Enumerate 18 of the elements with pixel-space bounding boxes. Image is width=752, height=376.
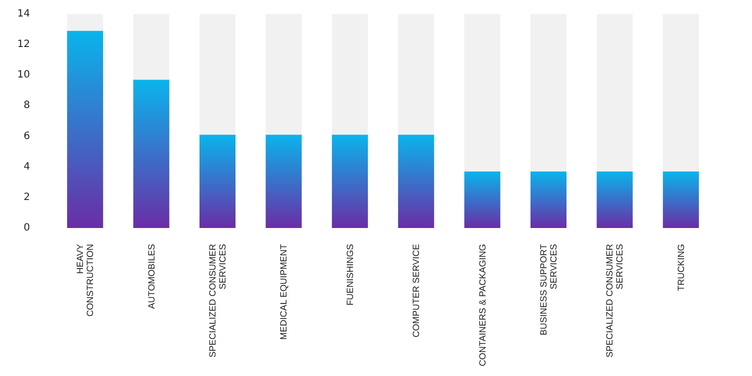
x-tick-label: HEAVY CONSTRUCTION <box>75 244 96 316</box>
x-tick-label: COMPUTER SERVICE <box>411 244 422 338</box>
x-tick-label: BUSINESS SUPPORT SERVICES <box>538 244 558 336</box>
y-tick-label: 8 <box>24 100 30 112</box>
x-tick-label: SPECIALIZED CONSUMER SERVICES <box>208 244 228 358</box>
x-tick-label: TRUCKING <box>676 244 686 291</box>
y-tick-label: 0 <box>24 222 30 234</box>
y-tick-label: 4 <box>24 161 30 172</box>
y-tick-label: 10 <box>17 70 30 81</box>
y-tick-label: 12 <box>17 39 30 50</box>
y-tick-label: 6 <box>24 130 30 142</box>
y-tick-label: 14 <box>17 8 30 20</box>
x-tick-label: AUTOMOBILES <box>146 244 156 309</box>
x-tick-label: SPECIALIZED CONSUMER SERVICES <box>604 244 625 358</box>
x-tick-label: CONTAINERS & PACKAGING <box>477 244 488 366</box>
x-tick-label: FUENISHINGS <box>344 244 355 306</box>
y-tick-label: 2 <box>24 192 30 203</box>
x-tick-label: MEDICAL EQUIPMENT <box>278 244 289 340</box>
